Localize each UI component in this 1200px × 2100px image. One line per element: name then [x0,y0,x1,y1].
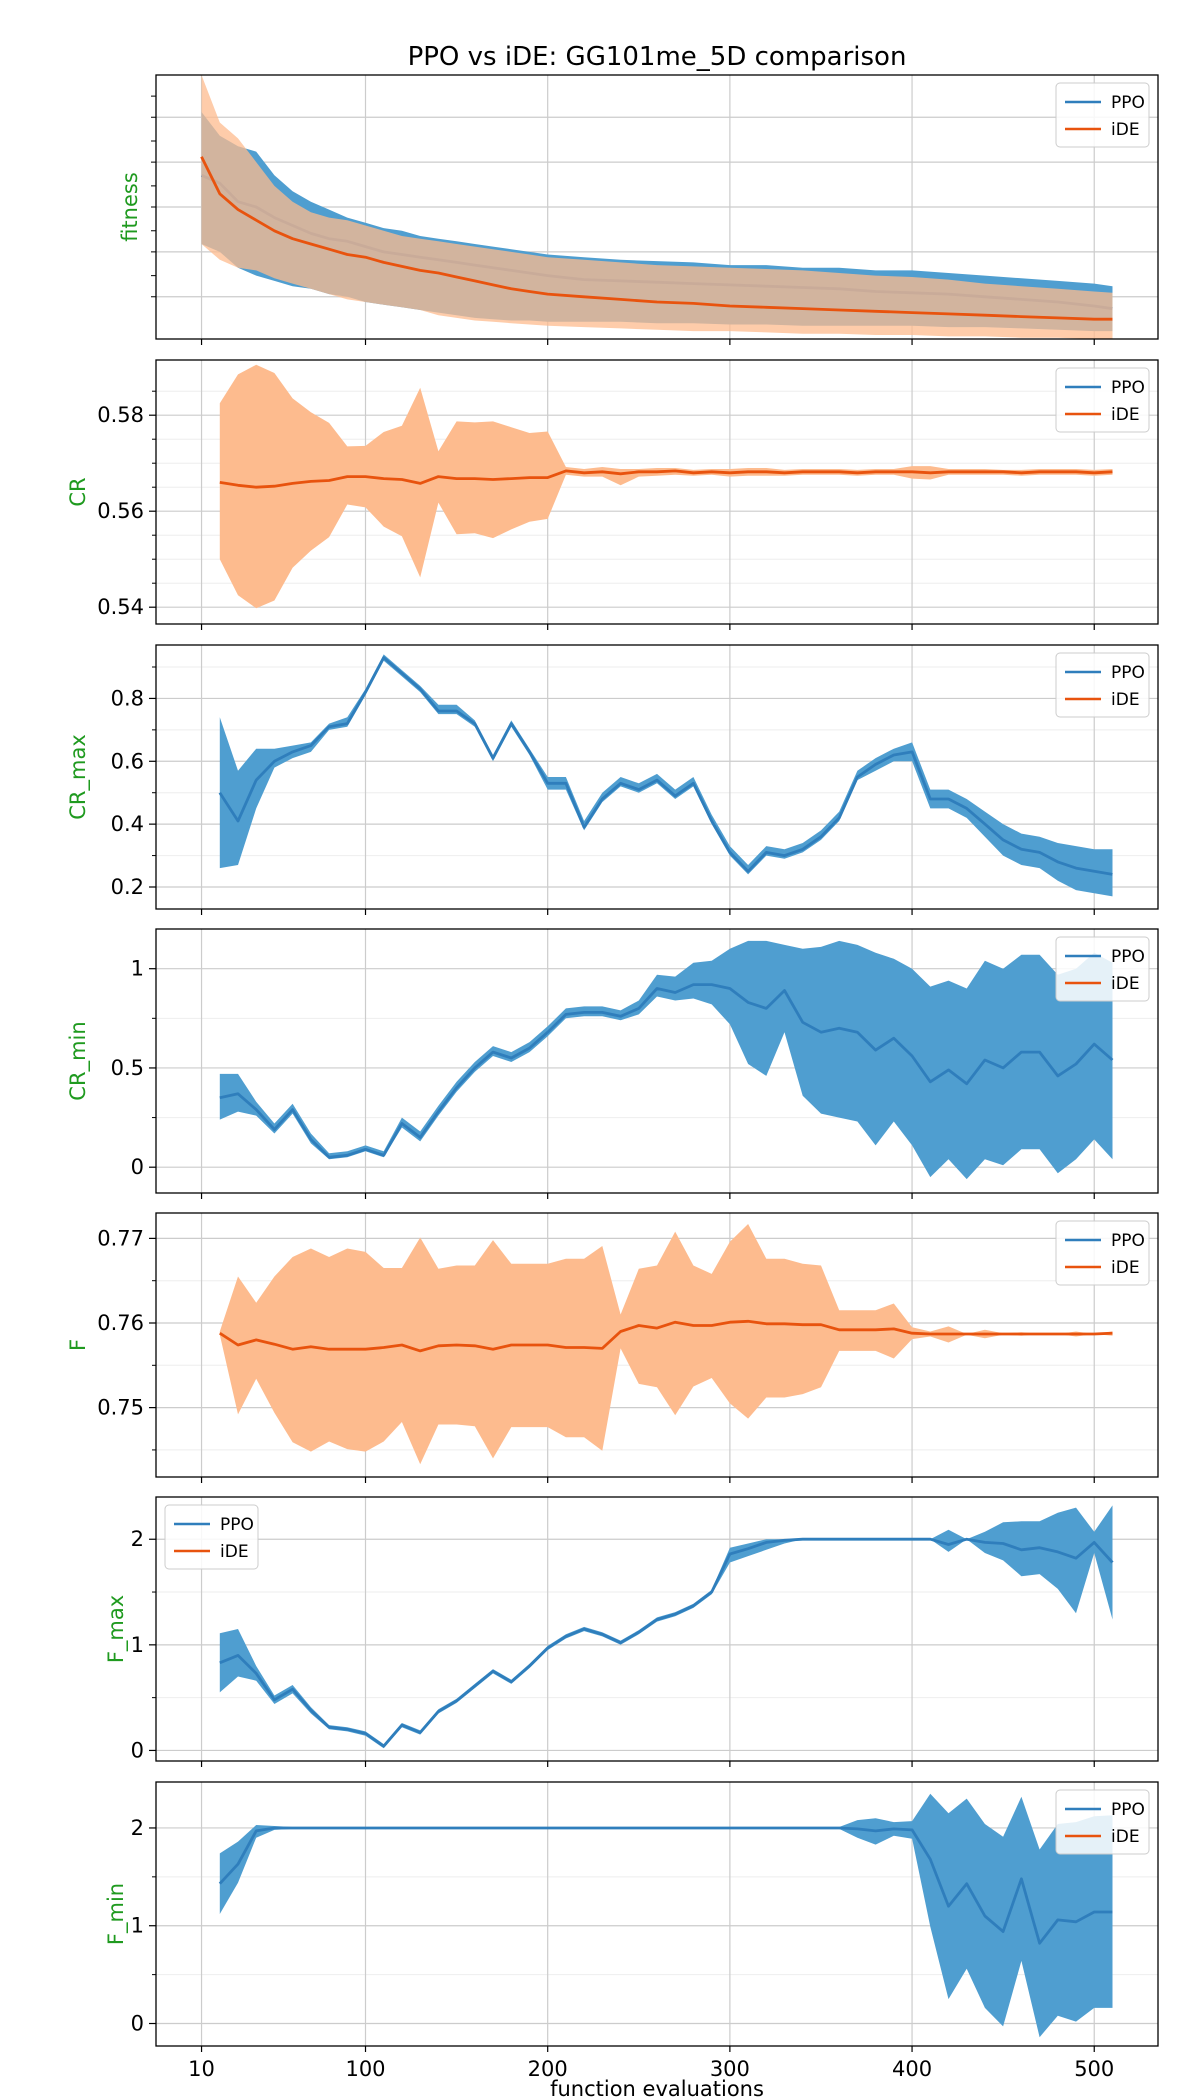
legend: PPO iDE [1055,1220,1150,1286]
legend-box [1055,367,1150,433]
y-axis-label: F [66,1339,90,1351]
y-tick-label: 0.54 [97,595,144,619]
legend: PPO iDE [1055,82,1150,148]
y-tick-label: 0.56 [97,499,144,523]
data-area [219,364,1113,609]
y-tick-label: 1 [131,957,144,981]
legend-label-iDE: iDE [1111,1827,1140,1847]
y-tick-label: 0.6 [111,749,144,773]
y-axis-label: CR [66,477,90,506]
legend-label-iDE: iDE [1111,405,1140,425]
legend-label-iDE: iDE [220,1542,249,1562]
legend-box [164,1504,259,1570]
legend-box [1055,1220,1150,1286]
data-area [200,75,1113,339]
data-area [218,1793,1113,2038]
legend: PPO iDE [1055,936,1150,1002]
panel-frame [155,928,1159,1194]
y-axis-label: fitness [118,172,142,242]
legend-label-PPO: PPO [1111,93,1145,113]
x-tick-label: 500 [1074,2057,1114,2081]
legend-label-PPO: PPO [1111,947,1145,967]
legend-label-PPO: PPO [1111,378,1145,398]
band-PPO [219,940,1113,1180]
legend-label-iDE: iDE [1111,974,1140,994]
y-tick-label: 0.77 [97,1226,144,1250]
y-axis-label: CR_max [66,734,91,820]
y-tick-label: 0 [131,2012,144,2036]
y-tick-label: 0.58 [97,403,144,427]
band-PPO [219,1505,1113,1749]
panel-CR_min: 0 0.5 1 CR_min PPO iDE [66,928,1159,1199]
x-tick-label: 200 [528,2057,568,2081]
panel-frame [155,1212,1159,1478]
line-iDE [200,156,1113,321]
panel-F: 0.75 0.76 0.77 F PPO iDE [66,1212,1159,1483]
legend-box [1055,1789,1150,1855]
data-area [219,1224,1113,1465]
line-PPO [218,1826,1113,1945]
x-tick-label: 100 [345,2057,385,2081]
legend: PPO iDE [164,1504,259,1570]
y-tick-label: 0 [131,1738,144,1762]
band-iDE [219,364,1113,609]
legend-label-PPO: PPO [1111,1231,1145,1251]
legend-label-PPO: PPO [1111,1800,1145,1820]
y-axis-label: F_min [104,1883,129,1945]
band-PPO [219,1793,1113,2038]
panel-CR: 0.54 0.56 0.58 CR PPO iDE [66,359,1159,630]
line-PPO [218,656,1113,876]
band-iDE [219,1224,1113,1465]
line-PPO [219,1537,1114,1748]
legend: PPO iDE [1055,652,1150,718]
y-tick-label: 0.8 [111,686,144,710]
panel-F_min: 10 100 200 300 400 500 0 1 2 F_min PPO iDE [104,1781,1159,2081]
y-tick-label: 1 [131,1633,144,1657]
legend-label-PPO: PPO [220,1515,254,1535]
y-axis-label: F_max [104,1595,129,1663]
legend: PPO iDE [1055,1789,1150,1855]
x-tick-label: 300 [710,2057,750,2081]
panel-frame [155,359,1159,625]
y-tick-label: 0 [131,1155,144,1179]
panel-F_max: 0 1 2 F_max PPO iDE [104,1496,1159,1767]
legend-box [1055,652,1150,718]
figure-title: PPO vs iDE: GG101me_5D comparison [408,42,907,72]
y-tick-label: 0.76 [97,1311,144,1335]
legend-label-iDE: iDE [1111,690,1140,710]
panel-fitness: fitness PPO iDE [118,74,1159,345]
y-tick-label: 0.5 [111,1056,144,1080]
legend-label-PPO: PPO [1111,663,1145,683]
y-tick-label: 0.75 [97,1396,144,1420]
y-tick-label: 1 [131,1914,144,1938]
x-tick-label: 10 [188,2057,215,2081]
panel-frame [155,644,1159,910]
band-PPO [219,654,1113,897]
data-area [219,1505,1114,1749]
line-iDE [219,469,1113,489]
x-axis-label: function evaluations [550,2077,764,2100]
data-area [218,654,1113,897]
panel-CR_max: 0.2 0.4 0.6 0.8 CR_max PPO iDE [66,644,1159,915]
y-tick-label: 2 [131,1816,144,1840]
line-PPO [219,983,1114,1159]
legend-label-iDE: iDE [1111,120,1140,140]
legend-box [1055,82,1150,148]
legend-box [1055,936,1150,1002]
legend: PPO iDE [1055,367,1150,433]
y-tick-label: 2 [131,1527,144,1551]
panels: fitnessPPOiDE0.540.560.58CRPPOiDE0.20.40… [66,74,1159,2081]
y-tick-label: 0.4 [111,812,144,836]
y-tick-label: 0.2 [111,875,144,899]
panel-frame [155,1781,1159,2047]
x-tick-label: 400 [892,2057,932,2081]
y-axis-label: CR_min [66,1021,91,1100]
legend-label-iDE: iDE [1111,1258,1140,1278]
panel-frame [155,1496,1159,1762]
line-iDE [219,1319,1113,1353]
data-area [219,940,1114,1180]
